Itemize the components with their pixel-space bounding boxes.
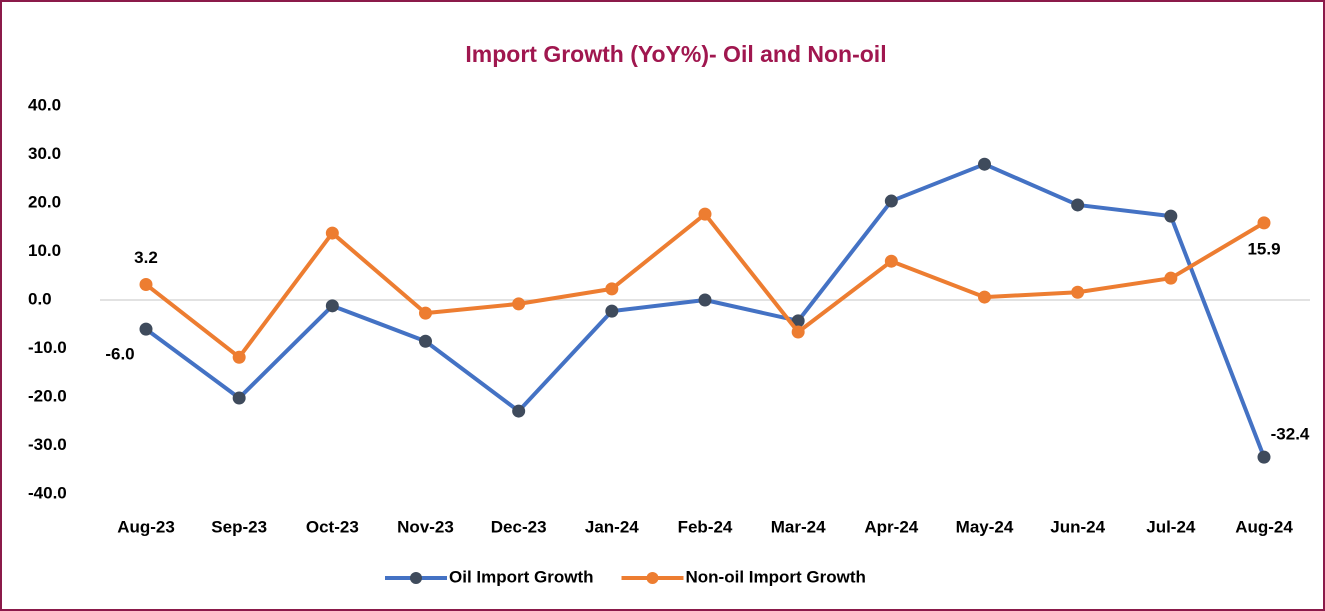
x-tick-label: Aug-24 bbox=[1235, 517, 1293, 536]
x-tick-label: Jun-24 bbox=[1050, 517, 1105, 536]
x-tick-label: Dec-23 bbox=[491, 517, 547, 536]
point-marker bbox=[605, 282, 619, 296]
point-marker bbox=[139, 322, 153, 336]
point-marker bbox=[512, 297, 526, 311]
x-tick-label: Oct-23 bbox=[306, 517, 359, 536]
chart-title: Import Growth (YoY%)- Oil and Non-oil bbox=[465, 41, 886, 67]
point-marker bbox=[978, 157, 991, 171]
x-tick-label: Mar-24 bbox=[771, 517, 826, 536]
y-tick-label: 40.0 bbox=[28, 95, 61, 114]
y-tick-label: 0.0 bbox=[28, 289, 52, 308]
point-marker bbox=[232, 350, 246, 364]
y-tick-label: -20.0 bbox=[28, 386, 67, 405]
x-tick-label: Jul-24 bbox=[1146, 517, 1196, 536]
data-label: -6.0 bbox=[105, 345, 134, 364]
point-marker bbox=[325, 226, 339, 240]
x-tick-label: Apr-24 bbox=[864, 517, 918, 536]
x-tick-label: Aug-23 bbox=[117, 517, 175, 536]
point-marker bbox=[1257, 450, 1271, 464]
legend-marker bbox=[410, 572, 422, 584]
x-tick-label: May-24 bbox=[956, 517, 1014, 536]
data-label: -32.4 bbox=[1271, 425, 1310, 444]
x-tick-label: Sep-23 bbox=[211, 517, 267, 536]
point-marker bbox=[884, 254, 898, 268]
x-tick-label: Jan-24 bbox=[585, 517, 639, 536]
point-marker bbox=[1257, 216, 1271, 230]
point-marker bbox=[1164, 271, 1178, 285]
point-marker bbox=[884, 194, 898, 208]
point-marker bbox=[605, 304, 619, 318]
point-marker bbox=[791, 325, 805, 339]
y-tick-label: -30.0 bbox=[28, 435, 67, 454]
point-marker bbox=[419, 334, 432, 348]
legend-label: Non-oil Import Growth bbox=[686, 567, 866, 586]
legend-marker bbox=[646, 572, 659, 584]
data-label: 3.2 bbox=[134, 248, 158, 267]
x-tick-label: Nov-23 bbox=[397, 517, 454, 536]
y-tick-label: -10.0 bbox=[28, 338, 67, 357]
point-marker bbox=[1071, 198, 1085, 212]
y-tick-label: -40.0 bbox=[28, 483, 67, 502]
y-tick-label: 10.0 bbox=[28, 241, 61, 260]
point-marker bbox=[419, 306, 432, 320]
data-label: 15.9 bbox=[1247, 239, 1280, 258]
legend-label: Oil Import Growth bbox=[449, 567, 594, 586]
point-marker bbox=[698, 207, 712, 221]
point-marker bbox=[139, 277, 153, 291]
point-marker bbox=[1164, 209, 1178, 223]
y-tick-label: 20.0 bbox=[28, 192, 61, 211]
y-tick-label: 30.0 bbox=[28, 144, 61, 163]
point-marker bbox=[698, 293, 712, 307]
point-marker bbox=[512, 404, 526, 418]
point-marker bbox=[978, 290, 991, 304]
point-marker bbox=[325, 299, 339, 313]
point-marker bbox=[1071, 285, 1085, 299]
x-tick-label: Feb-24 bbox=[678, 517, 733, 536]
point-marker bbox=[232, 391, 246, 405]
